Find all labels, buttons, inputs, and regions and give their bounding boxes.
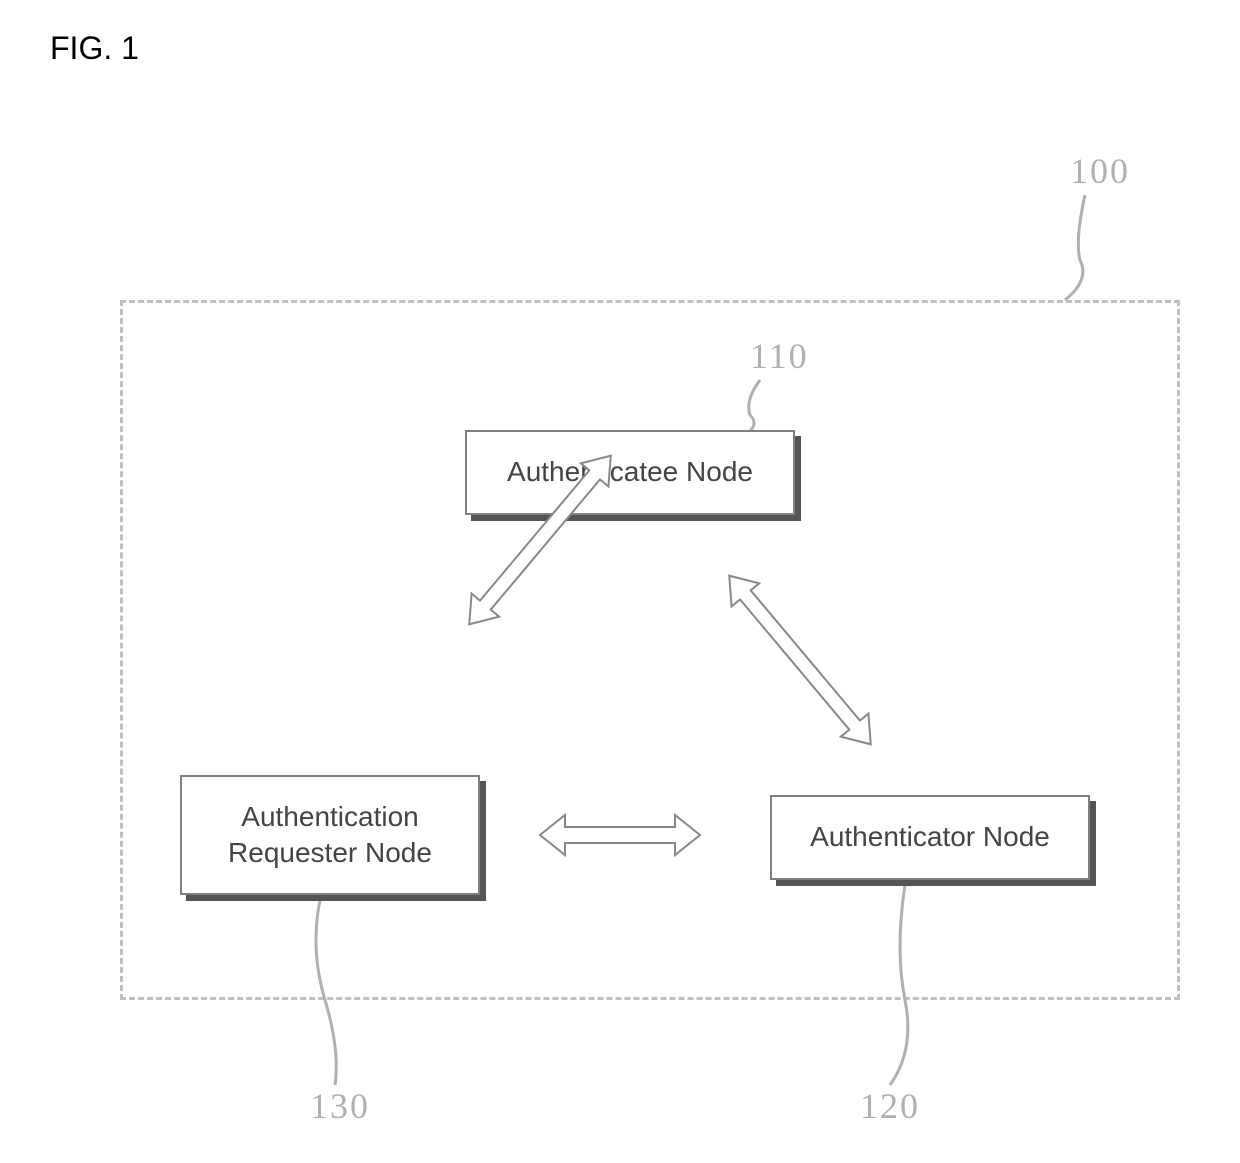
figure-canvas: FIG. 1 100 110 130 120 Authenticatee Nod… [0, 0, 1240, 1163]
arrow-requester-authenticator [0, 0, 1240, 1163]
